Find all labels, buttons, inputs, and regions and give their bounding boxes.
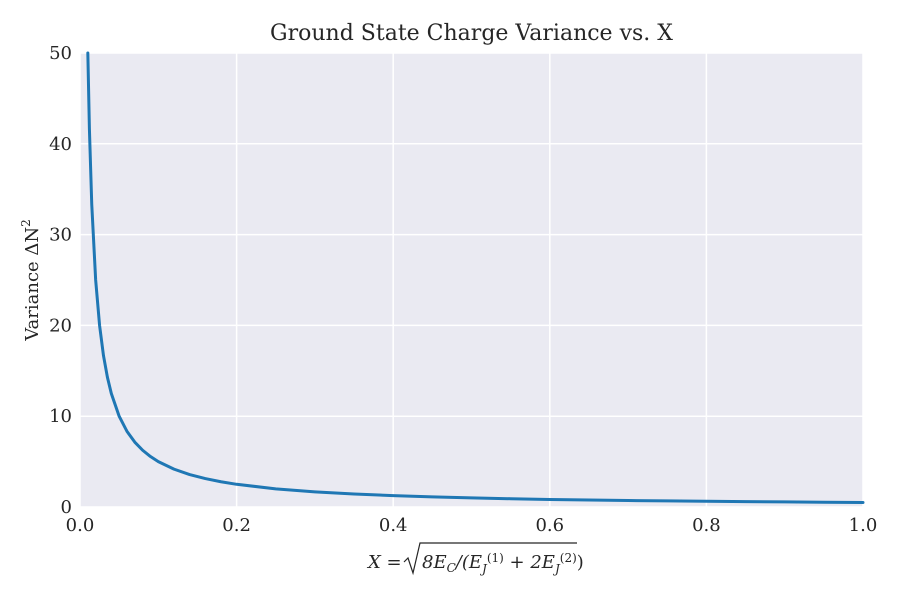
x-label-sub-j1: J	[479, 562, 488, 576]
x-tick-labels: 0.0 0.2 0.4 0.6 0.8 1.0	[66, 515, 878, 536]
x-label-part-8ec: 8E	[422, 552, 447, 573]
y-tick-label: 10	[49, 406, 72, 427]
y-axis-label-text: Variance ΔN	[22, 227, 43, 342]
y-tick-label: 20	[49, 315, 72, 336]
y-tick-label: 0	[61, 497, 72, 518]
chart-title: Ground State Charge Variance vs. X	[270, 21, 673, 46]
x-label-sub-j2: J	[552, 562, 561, 576]
plot-area	[80, 53, 863, 507]
x-axis-label: X = 8EC/(EJ(1) + 2EJ(2))	[366, 542, 584, 576]
series-layer	[86, 51, 865, 504]
y-axis-label: Variance ΔN2	[19, 219, 43, 342]
x-tick-label: 0.0	[66, 515, 95, 536]
y-tick-label: 30	[49, 225, 72, 246]
x-axis-label-lhs: X =	[366, 552, 402, 573]
x-tick-label: 0.2	[222, 515, 251, 536]
y-tick-label: 40	[49, 134, 72, 155]
series-line	[86, 51, 865, 504]
x-axis-label-radicand: 8EC/(EJ(1) + 2EJ(2))	[422, 551, 584, 576]
x-tick-label: 0.4	[379, 515, 408, 536]
x-label-close: )	[577, 552, 584, 573]
x-label-sup-1: (1)	[487, 551, 504, 565]
x-tick-label: 1.0	[849, 515, 878, 536]
x-label-sub-c: C	[447, 561, 456, 575]
y-tick-label: 50	[49, 43, 72, 64]
x-label-sup-2: (2)	[560, 551, 577, 565]
x-label-part-plus: + 2E	[504, 552, 555, 573]
grid-lines	[79, 52, 864, 508]
x-label-part-ej: /(E	[454, 552, 482, 573]
y-tick-labels: 0 10 20 30 40 50	[49, 43, 72, 518]
x-tick-label: 0.6	[535, 515, 564, 536]
x-tick-label: 0.8	[692, 515, 721, 536]
sqrt-radical-icon	[403, 542, 577, 576]
y-axis-label-sup: 2	[19, 219, 33, 227]
